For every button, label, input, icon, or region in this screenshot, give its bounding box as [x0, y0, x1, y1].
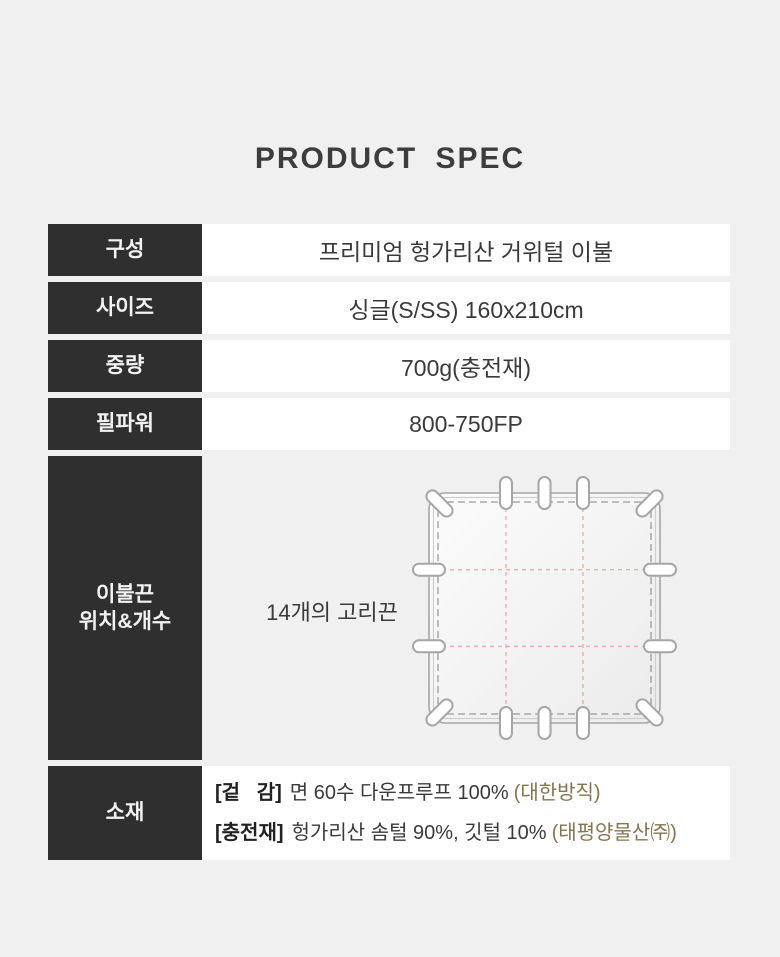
row-header-size: 사이즈 [48, 282, 202, 334]
material-filling-label: [충전재] [215, 822, 284, 844]
material-filling-text: 헝가리산 솜털 90%, 깃털 10% [291, 822, 547, 844]
material-outer-label: [겉 감] [215, 782, 282, 804]
row-header-weight: 중량 [48, 340, 202, 392]
spec-row-composition: 구성 프리미엄 헝가리산 거위털 이불 [48, 224, 730, 276]
duvet-body [428, 492, 661, 724]
spec-row-weight: 중량 700g(충전재) [48, 340, 730, 392]
row-value-composition: 프리미엄 헝가리산 거위털 이불 [202, 224, 730, 276]
loop-count-caption: 14개의 고리끈 [266, 600, 398, 625]
row-value-fillpower: 800-750FP [202, 398, 730, 450]
spec-row-size: 사이즈 싱글(S/SS) 160x210cm [48, 282, 730, 334]
row-header-loops: 이불끈 위치&개수 [48, 456, 202, 760]
row-header-loops-line1: 이불끈 [96, 582, 154, 606]
material-outer-note: (대한방직) [513, 782, 601, 804]
material-line-filling: [충전재] 헝가리산 솜털 90%, 깃털 10% (태평양물산㈜) [215, 813, 677, 853]
row-header-material: 소재 [48, 766, 202, 860]
material-line-outer: [겉 감] 면 60수 다운프루프 100% (대한방직) [215, 773, 601, 813]
page-title: PRODUCT SPEC [254, 142, 526, 175]
duvet-corner-loops [425, 489, 664, 727]
material-outer-text: 면 60수 다운프루프 100% [289, 782, 509, 804]
row-value-material: [겉 감] 면 60수 다운프루프 100% (대한방직) [충전재] 헝가리산 솜털… [202, 766, 730, 860]
duvet-grid-lines [442, 508, 647, 708]
row-header-composition: 구성 [48, 224, 202, 276]
spec-row-fillpower: 필파워 800-750FP [48, 398, 730, 450]
spec-row-loops: 이불끈 위치&개수 14개의 고리끈 [48, 456, 730, 760]
spec-row-material: 소재 [겉 감] 면 60수 다운프루프 100% (대한방직) [충전재] 헝가리산… [48, 766, 730, 860]
row-header-loops-line2: 위치&개수 [78, 610, 172, 633]
duvet-edge-loops [412, 476, 677, 740]
row-value-size: 싱글(S/SS) 160x210cm [202, 282, 730, 334]
row-header-fillpower: 필파워 [48, 398, 202, 450]
row-value-weight: 700g(충전재) [202, 340, 730, 392]
material-filling-note: (태평양물산㈜) [551, 822, 677, 844]
duvet-loop-diagram-icon [412, 476, 677, 740]
